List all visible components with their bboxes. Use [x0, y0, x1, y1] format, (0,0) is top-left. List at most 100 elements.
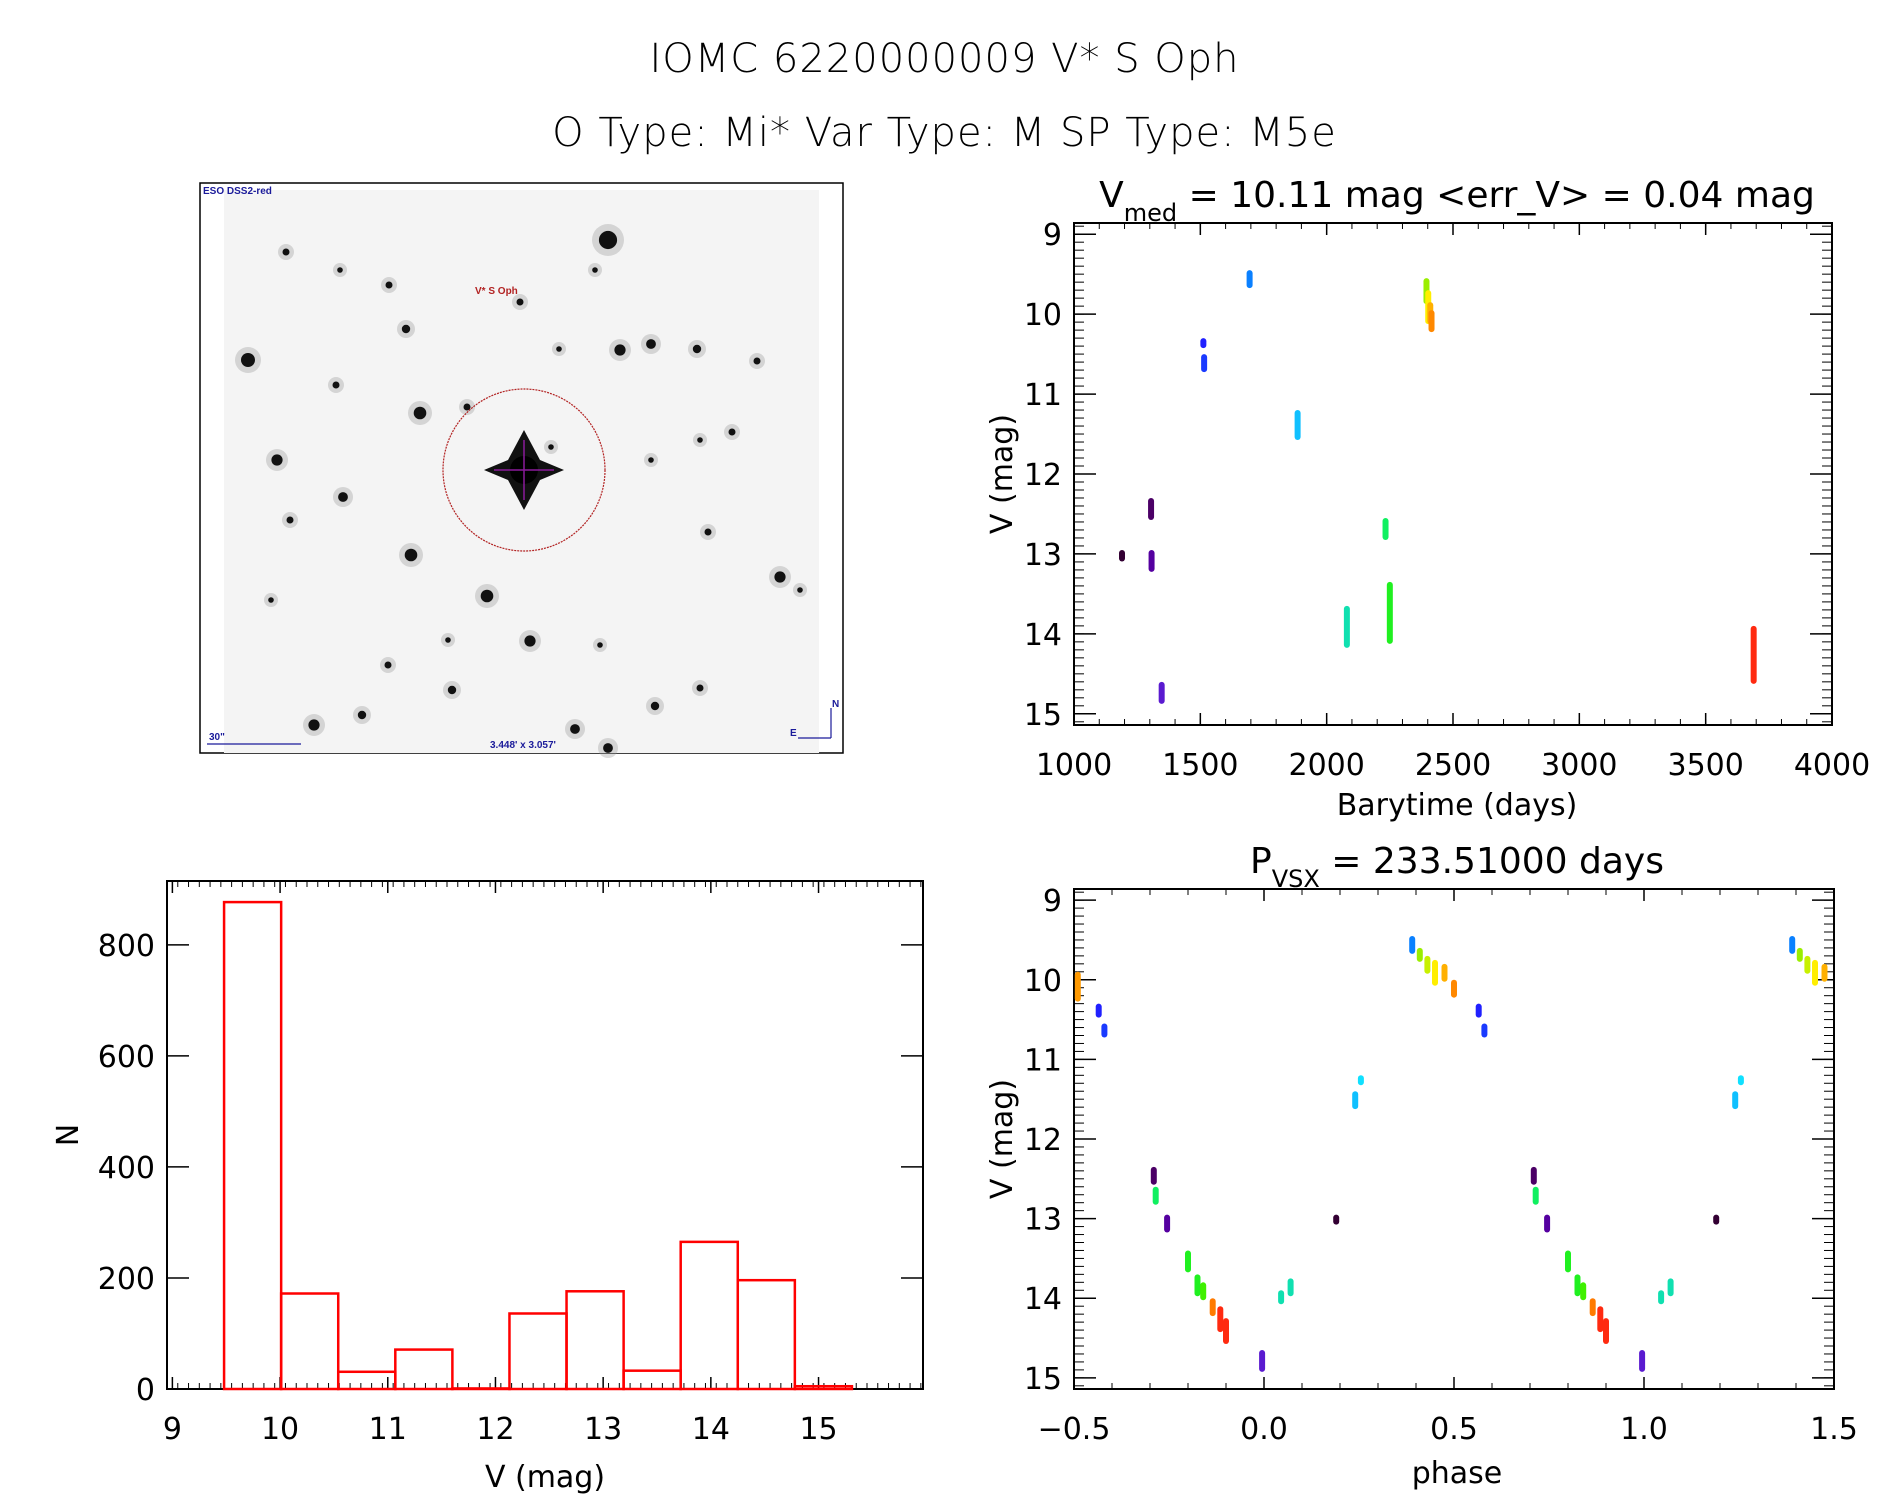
data-point-cluster [1796, 947, 1803, 962]
data-point-cluster [1164, 1214, 1171, 1233]
star [646, 339, 656, 349]
star [648, 457, 654, 463]
histogram-bar [451, 1387, 511, 1391]
star [650, 701, 660, 711]
data-point-cluster [1287, 1278, 1294, 1297]
star-field [235, 224, 807, 758]
data-point-cluster [1382, 517, 1389, 540]
lightcurve-plot: Vmed = 10.11 mag <err_V> = 0.04 mag 1000… [985, 175, 1870, 823]
data-point-cluster [1343, 605, 1350, 648]
data-point-cluster [1441, 963, 1448, 982]
star [447, 685, 457, 695]
data-point-cluster [1603, 1318, 1609, 1345]
y-tick-label: 14 [1024, 1282, 1062, 1317]
x-tick-label: 3000 [1541, 748, 1617, 783]
data-point-cluster [1158, 681, 1165, 704]
x-tick-label: 1.5 [1810, 1412, 1858, 1447]
data-point-cluster [1432, 959, 1438, 986]
histogram-bar [679, 1240, 740, 1391]
data-point-cluster [1789, 935, 1796, 954]
y-tick-label: 800 [98, 929, 155, 964]
data-point-cluster [1713, 1214, 1720, 1225]
histogram-bar [622, 1369, 682, 1391]
data-point-cluster [1278, 1290, 1285, 1305]
data-point-cluster [1074, 971, 1081, 1002]
scale-label: 30" [209, 732, 225, 743]
data-point-cluster [1812, 959, 1818, 986]
star [774, 571, 786, 583]
star [445, 637, 451, 643]
data-point-cluster [1352, 1091, 1359, 1110]
star [692, 344, 702, 354]
star [308, 719, 320, 731]
data-point-cluster [1294, 410, 1301, 441]
y-tick-label: 9 [1043, 218, 1062, 253]
data-point-cluster [1424, 955, 1431, 974]
plot-frame [1073, 222, 1833, 726]
data-point-cluster [1737, 1075, 1744, 1086]
x-tick-label: 15 [799, 1412, 837, 1447]
star [286, 516, 294, 524]
x-tick-label: −0.5 [1038, 1412, 1111, 1447]
data-point-cluster [1185, 1250, 1191, 1273]
star [697, 437, 703, 443]
histogram-bar [279, 1292, 340, 1391]
star [401, 324, 411, 334]
star [463, 403, 471, 411]
data-point-cluster [1152, 1186, 1159, 1205]
data-point-cluster [1333, 1214, 1340, 1225]
star [480, 589, 494, 603]
star [241, 353, 255, 367]
data-point-cluster [1095, 1003, 1102, 1018]
data-point-cluster [1259, 1349, 1266, 1372]
histogram-bars [222, 900, 854, 1391]
star [357, 710, 367, 720]
finder-chart: ESO DSS2-red V* S Oph 30" 3.448' x 3.057… [199, 182, 844, 758]
lightcurve-ylabel: V (mag) [985, 414, 1020, 534]
data-point-cluster [1667, 1278, 1674, 1297]
histogram-plot: 9 10 11 12 13 14 15 0 200 400 600 800 V (mag) N [51, 880, 924, 1494]
x-tick-label: 11 [369, 1412, 407, 1447]
data-point-cluster [1639, 1349, 1646, 1372]
star [556, 346, 562, 352]
data-point-cluster [1451, 979, 1457, 998]
star [592, 267, 598, 273]
target-circle [442, 388, 606, 552]
data-point-cluster [1246, 270, 1253, 289]
lightcurve-title: Vmed = 10.11 mag <err_V> = 0.04 mag [1099, 175, 1815, 227]
x-tick-label: 2000 [1288, 748, 1364, 783]
star [268, 597, 274, 603]
y-tick-label: 13 [1024, 538, 1062, 573]
star [797, 587, 803, 593]
data-point-cluster [1119, 549, 1126, 562]
phased-ylabel: V (mag) [985, 1079, 1020, 1199]
y-tick-label: 10 [1024, 964, 1062, 999]
data-point-cluster [1148, 497, 1155, 520]
data-point-cluster [1209, 1298, 1216, 1317]
fov-label: 3.448' x 3.057' [490, 740, 556, 751]
y-tick-label: 14 [1024, 618, 1062, 653]
data-point-cluster [1386, 581, 1393, 644]
lightcurve-points [1119, 270, 1757, 704]
histogram-xlabel: V (mag) [485, 1460, 605, 1494]
x-tick-label: 10 [261, 1412, 299, 1447]
north-label: N [832, 699, 839, 710]
x-tick-label: 13 [584, 1412, 622, 1447]
star [404, 548, 418, 562]
data-point-cluster [1201, 354, 1208, 373]
star [614, 344, 626, 356]
histogram-bar [508, 1312, 568, 1391]
lightcurve-xlabel: Barytime (days) [1337, 788, 1578, 823]
y-tick-label: 15 [1024, 698, 1062, 733]
star [704, 528, 712, 536]
star [597, 642, 603, 648]
data-point-cluster [1580, 1282, 1587, 1301]
y-tick-label: 12 [1024, 1123, 1062, 1158]
star [603, 743, 613, 753]
histogram-ylabel: N [51, 1124, 86, 1146]
y-tick-label: 600 [98, 1040, 155, 1075]
target-label: V* S Oph [475, 286, 518, 297]
star [385, 281, 393, 289]
x-tick-label: 0.5 [1430, 1412, 1478, 1447]
data-point-cluster [1804, 955, 1811, 974]
